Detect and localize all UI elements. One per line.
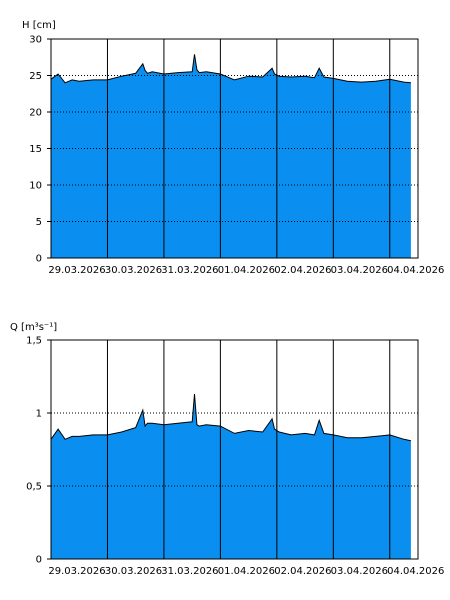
- x-tick-label: 01.04.2026: [218, 566, 275, 577]
- series-line: [50, 393, 411, 442]
- y-tick-label: 1,5: [26, 336, 42, 347]
- y-tick-label: 5: [36, 217, 42, 228]
- x-tick-label: 04.04.2026: [387, 566, 444, 577]
- x-tick-label: 03.04.2026: [331, 265, 388, 276]
- x-tick-label: 02.04.2026: [274, 566, 331, 577]
- x-tick-label: 30.03.2026: [105, 265, 162, 276]
- x-tick-label: 30.03.2026: [105, 566, 162, 577]
- x-tick-label: 29.03.2026: [48, 265, 105, 276]
- x-tick-label: 02.04.2026: [274, 265, 331, 276]
- series-area: [51, 394, 411, 559]
- water-level-chart: H [cm] 0 5 10 15 20 25 30 29.03.2026 30.03.2026 3…: [22, 20, 444, 276]
- x-tick-label: 29.03.2026: [48, 566, 105, 577]
- y-tick-label: 30: [29, 35, 42, 46]
- x-tick-label: 31.03.2026: [161, 566, 218, 577]
- y-axis-label: H [cm]: [22, 20, 56, 31]
- x-tick-label: 04.04.2026: [387, 265, 444, 276]
- y-tick-label: 15: [29, 144, 42, 155]
- y-tick-label: 0: [36, 254, 42, 265]
- x-tick-label: 31.03.2026: [161, 265, 218, 276]
- y-tick-label: 0: [36, 555, 42, 566]
- x-tick-label: 03.04.2026: [331, 566, 388, 577]
- plot-frame: [50, 38, 419, 259]
- y-tick-label: 25: [29, 71, 42, 82]
- series-line: [50, 54, 411, 84]
- y-tick-label: 1: [36, 409, 42, 420]
- x-tick-label: 01.04.2026: [218, 265, 275, 276]
- y-tick-label: 0,5: [26, 482, 42, 493]
- discharge-chart: Q [m³s⁻¹] 0 0,5 1 1,5 29.03.2026 30.03.2026 31…: [10, 322, 444, 577]
- series-area: [51, 54, 411, 258]
- plot-frame: [50, 339, 419, 560]
- y-tick-label: 10: [29, 181, 42, 192]
- y-tick-label: 20: [29, 108, 42, 119]
- y-axis-label: Q [m³s⁻¹]: [10, 322, 57, 333]
